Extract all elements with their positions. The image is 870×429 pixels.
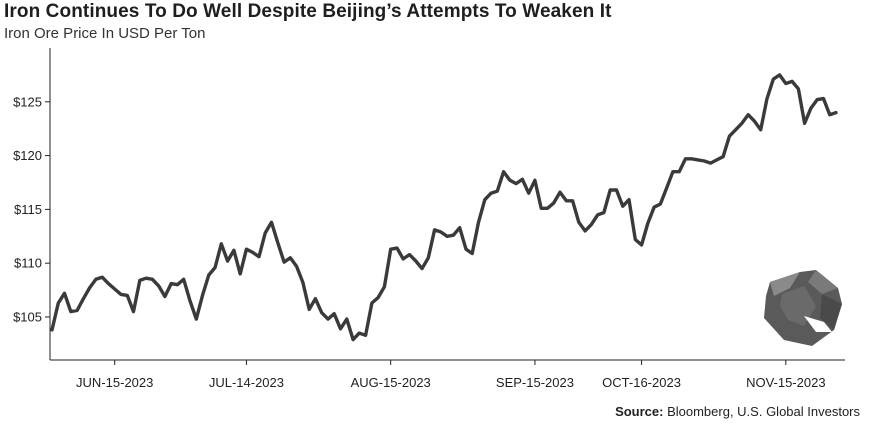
y-tick-label: $115 [14,202,42,217]
rock-icon-facet-right [820,294,842,330]
y-axis-ticks: $105 $110 $115 $120 $125 [13,94,50,324]
rock-icon-notch [804,316,832,332]
chart-title: Iron Continues To Do Well Despite Beijin… [4,1,612,22]
series-group [50,73,838,342]
rock-icon-highlight [770,272,800,296]
source-text: Bloomberg, U.S. Global Investors [663,404,860,419]
rock-icon-facet-mid [780,286,816,326]
chart-subtitle: Iron Ore Price In USD Per Ton [4,25,206,42]
x-tick-label: SEP-15-2023 [496,375,574,390]
y-tick-label: $105 [13,309,42,324]
rock-icon [764,270,842,346]
chart-axes [49,48,845,361]
iron-ore-price-line [50,73,838,342]
x-tick-label: JUL-14-2023 [209,375,284,390]
x-tick-label: OCT-16-2023 [602,375,681,390]
x-tick-label: JUN-15-2023 [76,375,153,390]
x-tick-label: AUG-15-2023 [351,375,431,390]
x-tick-label: NOV-15-2023 [746,375,826,390]
y-tick-label: $120 [13,148,42,163]
source-note: Source: Bloomberg, U.S. Global Investors [615,404,860,419]
y-tick-label: $110 [14,256,42,271]
rock-icon-facet-top [808,270,838,294]
source-label: Source: [615,404,664,419]
y-tick-label: $125 [13,94,42,109]
x-axis-ticks: JUN-15-2023 JUL-14-2023 AUG-15-2023 SEP-15-… [76,360,826,390]
